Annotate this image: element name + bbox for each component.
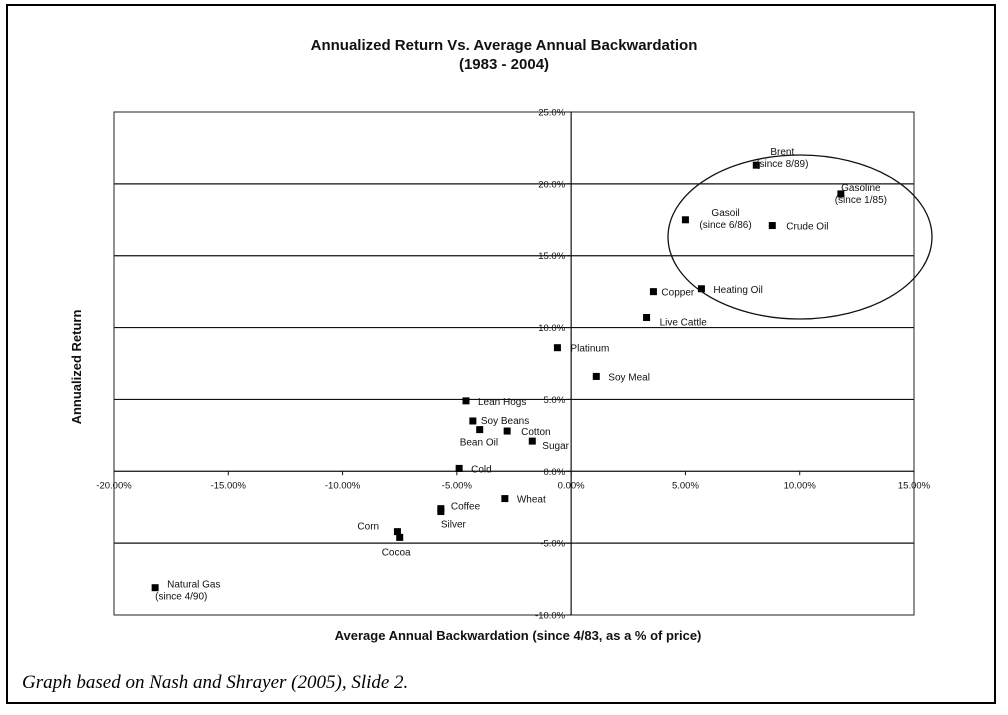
- energy-cluster-ellipse: [667, 154, 933, 320]
- point-label: Heating Oil: [713, 285, 762, 296]
- data-point-crude-oil: [768, 222, 776, 230]
- data-point-platinum: [553, 344, 561, 352]
- x-tick-label: 0.00%: [558, 480, 585, 491]
- point-label: Sugar: [542, 441, 569, 452]
- y-tick-label: 25.0%: [538, 108, 565, 119]
- data-point-copper: [649, 288, 657, 296]
- y-tick-label: 0.0%: [543, 467, 565, 478]
- chart-title: Annualized Return Vs. Average Annual Bac…: [310, 37, 698, 54]
- plot-area-border: [113, 111, 915, 616]
- tick-labels: -10.0% -5.0% 0.0% 5.0% 10.0% 15.0% 20.0% 25.0% -…: [96, 108, 930, 622]
- figure-caption: Graph based on Nash and Shrayer (2005), …: [22, 672, 409, 693]
- data-point-cold: [455, 464, 463, 472]
- x-tick-label: -10.00%: [325, 480, 361, 491]
- data-point-brent: [752, 161, 760, 169]
- axes: [113, 111, 915, 616]
- point-label: Bean Oil: [460, 438, 498, 449]
- x-tick-label: 5.00%: [672, 480, 699, 491]
- y-tick-label: 5.0%: [543, 395, 565, 406]
- data-points: [151, 161, 845, 592]
- data-point-cotton: [503, 427, 511, 435]
- point-label: Live Cattle: [660, 318, 708, 329]
- point-sublabel: (since 4/90): [155, 592, 207, 603]
- point-label: Cotton: [521, 427, 550, 438]
- point-label: Platinum: [570, 344, 609, 355]
- figure-frame: [6, 4, 996, 704]
- x-tick-label: -20.00%: [96, 480, 132, 491]
- point-label: Soy Meal: [608, 372, 650, 383]
- y-axis-label: Annualized Return: [69, 309, 84, 425]
- y-tick-label: 10.0%: [538, 323, 565, 334]
- point-label: Corn: [357, 522, 379, 533]
- point-label: Crude Oil: [786, 222, 828, 233]
- data-point-natural-gas: [151, 584, 159, 592]
- point-label: Wheat: [517, 495, 546, 506]
- point-label: Soy Beans: [481, 416, 529, 427]
- point-label: Brent: [770, 147, 794, 158]
- data-point-soy-meal: [592, 372, 600, 380]
- point-label: Gasoline: [841, 183, 881, 194]
- data-point-cocoa: [396, 533, 404, 541]
- chart-subtitle: (1983 - 2004): [458, 56, 550, 73]
- y-tick-label: -5.0%: [540, 539, 565, 550]
- grid-lines: [114, 183, 914, 544]
- x-axis-label: Average Annual Backwardation (since 4/83…: [334, 628, 702, 643]
- data-point-gasoline: [837, 190, 845, 198]
- point-label: Coffee: [451, 502, 481, 513]
- y-tick-label: 15.0%: [538, 251, 565, 262]
- point-label: Cocoa: [382, 547, 411, 558]
- point-label: Silver: [441, 520, 467, 531]
- data-point-heating-oil: [697, 285, 705, 293]
- data-point-lean-hogs: [462, 397, 470, 405]
- point-label: Gasoil: [711, 208, 739, 219]
- x-tick-label: 15.00%: [898, 480, 931, 491]
- point-sublabel: (since 1/85): [835, 195, 887, 206]
- point-label: Natural Gas: [167, 580, 220, 591]
- point-sublabel: (since 8/89): [756, 159, 808, 170]
- data-point-live-cattle: [643, 314, 651, 322]
- data-point-silver: [437, 508, 445, 516]
- point-label: Copper: [661, 288, 694, 299]
- data-point-soy-beans: [469, 417, 477, 425]
- data-point-gasoil: [681, 216, 689, 224]
- y-tick-label: 20.0%: [538, 179, 565, 190]
- x-tick-label: -15.00%: [211, 480, 247, 491]
- x-tick-label: 10.00%: [784, 480, 817, 491]
- point-labels: Brent(since 8/89) Gasoline(since 1/85) Gas…: [155, 147, 887, 603]
- point-sublabel: (since 6/86): [699, 220, 751, 231]
- x-tick-label: -5.00%: [442, 480, 473, 491]
- y-tick-label: -10.0%: [535, 611, 566, 622]
- point-label: Lean Hogs: [478, 397, 526, 408]
- data-point-corn: [393, 528, 401, 536]
- point-label: Cold: [471, 464, 492, 475]
- data-point-bean-oil: [476, 426, 484, 434]
- data-point-sugar: [528, 437, 536, 445]
- data-point-wheat: [501, 495, 509, 503]
